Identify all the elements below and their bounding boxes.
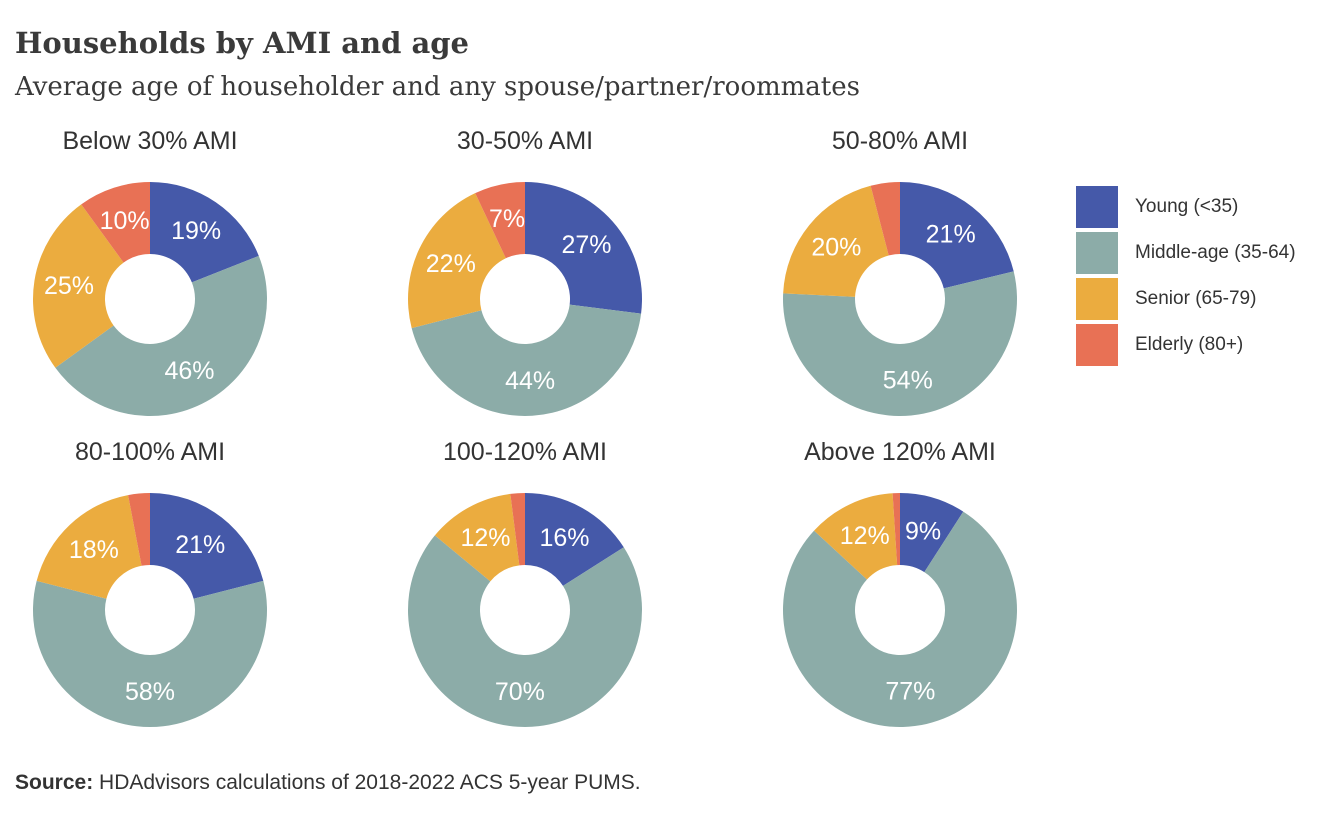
donut-slice-young: [525, 493, 624, 586]
legend-item-senior: Senior (65-79): [1076, 278, 1336, 320]
data-label-elderly: 7%: [489, 205, 525, 233]
donut-slice-senior: [33, 204, 124, 368]
legend-label-middle-age: Middle-age (35-64): [1135, 242, 1296, 263]
donut-slice-young: [525, 182, 642, 314]
data-label-young: 27%: [561, 231, 611, 259]
donut-slice-elderly: [510, 493, 525, 566]
donut-slice-elderly: [81, 182, 150, 263]
panel-title-above-120: Above 120% AMI: [804, 438, 996, 466]
data-label-senior: 25%: [44, 272, 94, 300]
donut-slice-senior: [814, 493, 898, 580]
donut-slice-middle-age: [408, 535, 642, 727]
legend-label-senior: Senior (65-79): [1135, 288, 1257, 309]
panel-title-below-30: Below 30% AMI: [62, 127, 238, 155]
panel-title-100-120: 100-120% AMI: [443, 438, 607, 466]
donut-slice-middle-age: [411, 304, 642, 416]
donut-slice-young: [150, 493, 264, 599]
data-label-young: 19%: [171, 217, 221, 245]
chart-subtitle: Average age of householder and any spous…: [15, 72, 860, 102]
legend-label-elderly: Elderly (80+): [1135, 334, 1244, 355]
data-label-senior: 20%: [811, 233, 861, 261]
donut-chart-100-120: 16% 70% 12%: [408, 493, 642, 727]
data-label-young: 21%: [926, 221, 976, 249]
donut-slice-senior: [36, 495, 142, 599]
chart-title: Households by AMI and age: [15, 26, 470, 60]
donut-chart-30-50: 27% 44% 22% 7%: [408, 182, 642, 416]
source-text: HDAdvisors calculations of 2018-2022 ACS…: [99, 771, 641, 794]
donut-chart-80-100: 21% 58% 18%: [33, 493, 268, 727]
legend-swatch-senior: [1076, 278, 1118, 320]
legend-swatch-elderly: [1076, 324, 1118, 366]
data-label-young: 21%: [175, 531, 225, 559]
donut-slice-middle-age: [33, 580, 268, 727]
donut-slice-middle-age: [783, 271, 1017, 416]
source-label: Source:: [15, 771, 94, 794]
donut-slice-middle-age: [783, 511, 1017, 727]
data-label-middle-age: 77%: [885, 677, 935, 705]
data-label-middle-age: 70%: [495, 678, 545, 706]
panel-title-30-50: 30-50% AMI: [456, 127, 594, 155]
donut-slice-senior: [434, 493, 520, 582]
data-label-senior: 18%: [69, 536, 119, 564]
data-label-middle-age: 44%: [505, 367, 555, 395]
data-label-young: 16%: [539, 524, 589, 552]
source-note: Source: HDAdvisors calculations of 2018-…: [15, 771, 641, 795]
data-label-senior: 12%: [460, 524, 510, 552]
donut-slice-elderly: [128, 493, 150, 566]
donut-chart-50-80: 21% 54% 20%: [783, 182, 1017, 416]
donut-slice-middle-age: [55, 255, 268, 416]
data-label-middle-age: 54%: [883, 367, 933, 395]
data-label-senior: 12%: [840, 522, 890, 550]
donut-chart-above-120: 9% 77% 12%: [783, 493, 1017, 727]
panel-title-50-80: 50-80% AMI: [831, 127, 969, 155]
donut-slice-young: [900, 182, 1014, 289]
donut-slice-elderly: [892, 493, 900, 566]
panel-title-80-100: 80-100% AMI: [74, 438, 226, 466]
donut-slice-young: [150, 182, 259, 283]
data-label-elderly: 10%: [100, 207, 150, 235]
legend-label-young: Young (<35): [1135, 196, 1239, 217]
legend-item-middle-age: Middle-age (35-64): [1076, 232, 1336, 274]
data-label-young: 9%: [905, 517, 941, 545]
donut-slice-elderly: [870, 182, 900, 256]
donut-slice-senior: [783, 185, 889, 297]
legend-item-elderly: Elderly (80+): [1076, 324, 1336, 366]
data-label-senior: 22%: [426, 250, 476, 278]
donut-chart-below-30: 19% 46% 25% 10%: [33, 182, 268, 416]
legend-swatch-middle-age: [1076, 232, 1118, 274]
legend-item-young: Young (<35): [1076, 186, 1336, 228]
data-label-middle-age: 46%: [164, 357, 214, 385]
donut-slice-elderly: [475, 182, 525, 259]
donut-slice-young: [900, 493, 964, 573]
legend-swatch-young: [1076, 186, 1118, 228]
donut-slice-senior: [408, 193, 506, 329]
data-label-middle-age: 58%: [125, 678, 175, 706]
